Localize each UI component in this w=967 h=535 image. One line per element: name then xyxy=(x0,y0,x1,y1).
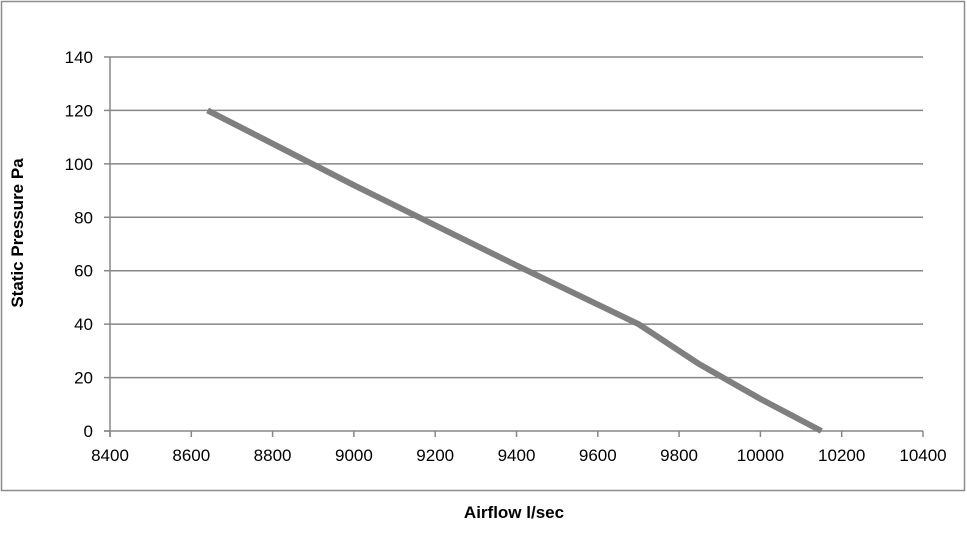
y-tick-label-60: 60 xyxy=(74,262,93,281)
x-tick-label-9600: 9600 xyxy=(579,446,617,465)
x-tick-label-8400: 8400 xyxy=(91,446,129,465)
y-tick-label-0: 0 xyxy=(84,422,93,441)
x-tick-label-9400: 9400 xyxy=(498,446,536,465)
x-tick-label-9800: 9800 xyxy=(660,446,698,465)
y-tick-label-40: 40 xyxy=(74,315,93,334)
y-tick-label-140: 140 xyxy=(65,48,93,67)
x-tick-label-9200: 9200 xyxy=(416,446,454,465)
y-tick-label-80: 80 xyxy=(74,208,93,227)
x-tick-label-10000: 10000 xyxy=(737,446,784,465)
x-tick-label-9000: 9000 xyxy=(335,446,373,465)
x-tick-label-8800: 8800 xyxy=(254,446,292,465)
y-tick-label-120: 120 xyxy=(65,101,93,120)
y-tick-label-100: 100 xyxy=(65,155,93,174)
x-tick-label-8600: 8600 xyxy=(172,446,210,465)
x-tick-label-10200: 10200 xyxy=(818,446,865,465)
x-tick-label-10400: 10400 xyxy=(899,446,946,465)
x-axis-title: Airflow l/sec xyxy=(464,503,564,522)
y-tick-label-20: 20 xyxy=(74,369,93,388)
y-axis-title: Static Pressure Pa xyxy=(8,158,27,308)
